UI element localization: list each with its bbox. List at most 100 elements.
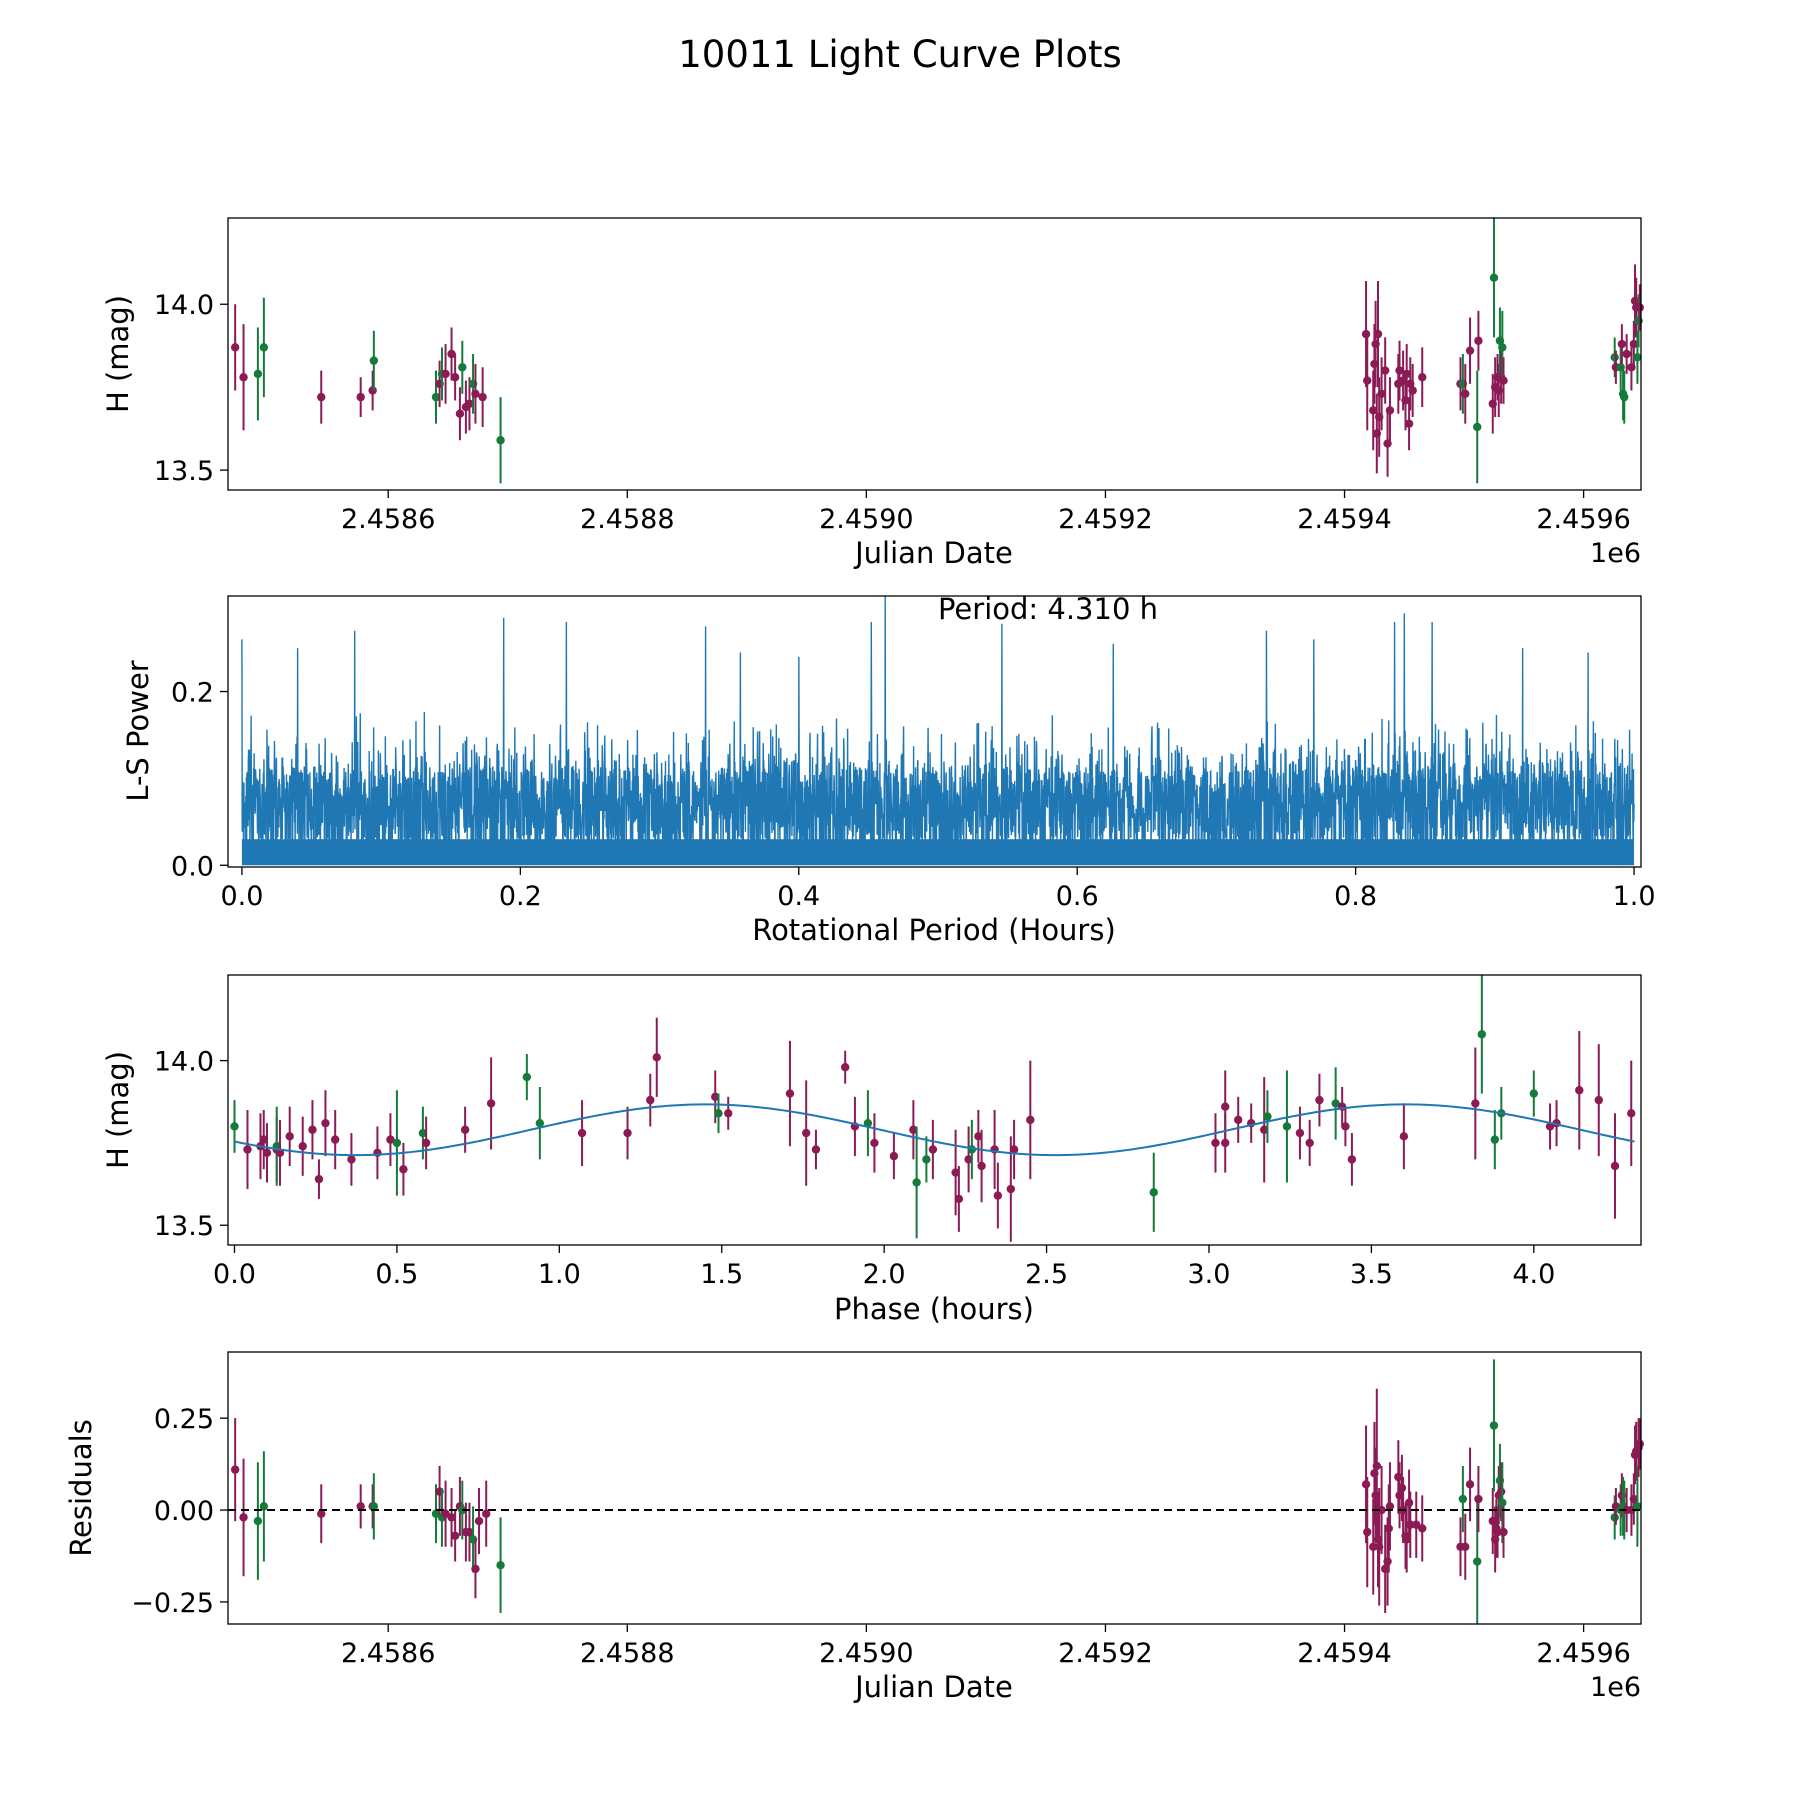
data-point [1465,346,1475,355]
data-point [785,1089,795,1098]
data-point [230,1465,240,1474]
data-point [1397,1483,1407,1493]
x-tick-label: 1.0 [538,1259,581,1290]
data-point [1363,376,1372,385]
periodogram-x-axis-label: Rotational Period (Hours) [752,913,1116,947]
x-tick-label: 0.0 [213,1259,256,1290]
data-point [1493,1527,1502,1537]
x-tick-label: 2.4586 [341,1638,435,1669]
data-point [811,1145,821,1154]
data-point [1489,273,1499,282]
data-point [1610,1513,1619,1522]
y-tick-label: 13.5 [154,1211,214,1242]
phase-folded-marks [230,975,1636,1242]
raw-light-curve-marks [230,218,1645,484]
data-point [1026,1115,1035,1125]
x-tick-label: 2.4592 [1058,1638,1152,1669]
data-point [465,399,474,408]
raw-plot-frame [227,217,1642,491]
data-point [1617,339,1627,349]
data-point [431,392,441,402]
model-curve [234,1103,1635,1157]
data-point [951,1168,960,1177]
y-tick-label: 14.0 [154,290,214,321]
data-point [460,1125,470,1134]
raw-y-axis-label: H (mag) [101,295,135,413]
period-annotation: Period: 4.310 h [938,592,1158,626]
data-point [1610,1161,1620,1171]
data-point [1633,353,1642,362]
data-point [373,1148,382,1158]
data-point [1380,366,1390,375]
data-point [993,1191,1003,1200]
data-point [1474,1494,1483,1504]
data-point [230,343,240,352]
data-point [458,363,467,372]
x-tick-label: 2.4592 [1058,504,1152,535]
data-point [368,386,377,395]
data-point [1211,1138,1220,1148]
data-point [909,1125,918,1134]
data-point [1282,1122,1292,1131]
data-point [471,389,480,399]
data-point [889,1151,899,1161]
data-point [1474,336,1483,345]
data-point [1383,1557,1392,1566]
y-tick-label: 13.5 [154,456,214,487]
data-point [496,436,505,445]
data-point [1331,1099,1340,1108]
residuals-panel: 2.4586 2.4588 2.4590 2.4592 2.4594 2.4596 0.25… [64,1351,1645,1704]
data-point [330,1135,340,1144]
data-point [474,1516,484,1526]
data-point [1377,389,1386,399]
data-point [1305,1138,1314,1148]
data-point [724,1109,733,1118]
data-point [1361,1480,1371,1489]
data-point [369,1502,379,1511]
data-point [1406,1520,1415,1529]
data-point [711,1092,720,1102]
data-point [418,1128,428,1138]
data-point [347,1155,356,1164]
data-point [1473,1557,1482,1566]
data-point [399,1165,408,1174]
x-tick-label: 0.5 [375,1259,418,1290]
data-point [623,1128,632,1138]
phase-plot-frame [227,974,1642,1246]
data-point [308,1125,317,1134]
data-point [262,1148,272,1158]
data-point [230,1122,239,1131]
data-point [1610,353,1619,362]
x-tick-label: 1.5 [700,1259,743,1290]
data-point [447,1513,456,1522]
data-point [1575,1086,1584,1095]
data-point [253,1516,263,1526]
data-point [421,1138,431,1148]
data-point [478,392,487,402]
data-point [652,1053,661,1062]
x-tick-label: 2.5 [1025,1259,1068,1290]
data-point [964,1155,973,1164]
data-point [1408,386,1417,395]
data-point [870,1138,879,1148]
data-point [1221,1138,1230,1148]
data-point [1395,366,1404,375]
periodogram-line [241,595,1635,866]
data-point [1489,1421,1499,1430]
data-point [1402,369,1411,379]
phase-x-axis-label: Phase (hours) [834,1292,1034,1326]
data-point [465,1527,474,1537]
data-point [1363,1527,1372,1537]
data-point [1404,419,1414,428]
data-point [356,1502,365,1511]
periodogram-floor [241,839,1635,866]
y-tick-label: 0.2 [171,678,214,709]
data-point [1377,1505,1386,1515]
data-point [392,1138,402,1148]
data-point [1622,349,1631,359]
data-point [1399,1132,1409,1141]
data-point [535,1118,545,1128]
data-point [1473,422,1482,432]
